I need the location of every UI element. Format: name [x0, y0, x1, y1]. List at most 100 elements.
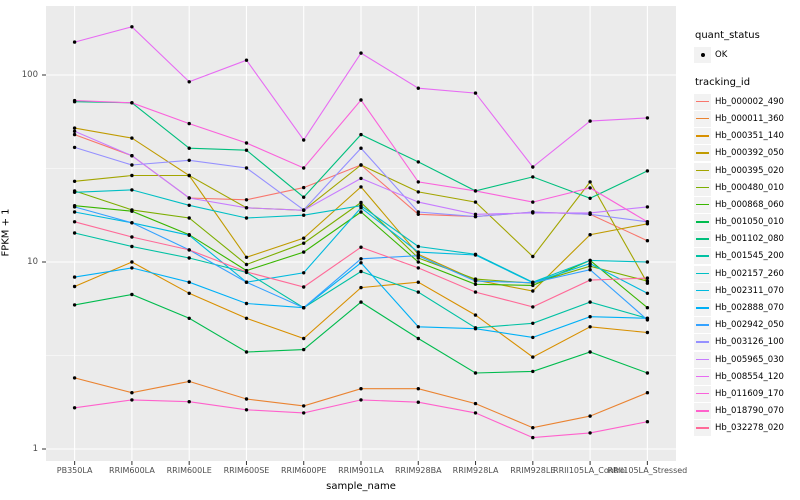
- data-point: [473, 212, 478, 216]
- legend-item-Hb_000002_490: Hb_000002_490: [694, 93, 798, 110]
- legend-item-Hb_002157_260: Hb_002157_260: [694, 265, 798, 282]
- color-line-icon: [696, 203, 709, 206]
- data-point: [531, 211, 535, 215]
- data-point: [588, 300, 592, 304]
- color-line-icon: [696, 307, 709, 309]
- series-color-key: [694, 231, 711, 248]
- x-tick-label-RRIM901LA: RRIM901LA: [338, 466, 384, 475]
- data-point: [244, 408, 249, 412]
- data-point: [416, 266, 420, 270]
- legend-item-label: Hb_001102_080: [715, 234, 784, 245]
- color-line-icon: [696, 410, 709, 412]
- data-point: [72, 275, 77, 279]
- series-color-key: [694, 248, 711, 265]
- data-point: [72, 303, 77, 307]
- legend-tracking-id-title: tracking_id: [695, 77, 751, 89]
- legend-item-Hb_000351_140: Hb_000351_140: [694, 128, 798, 145]
- color-line-icon: [696, 341, 709, 343]
- data-point: [130, 235, 134, 239]
- data-point: [302, 411, 306, 415]
- data-point: [645, 391, 650, 395]
- data-point: [187, 316, 191, 320]
- data-point: [588, 315, 592, 319]
- legend-item-Hb_005965_030: Hb_005965_030: [694, 351, 798, 368]
- x-tick-label-RRIM600LE: RRIM600LE: [166, 466, 212, 475]
- color-line-icon: [696, 358, 709, 361]
- data-point: [244, 141, 249, 145]
- data-point: [645, 420, 650, 424]
- y-tick-label-1: 1: [32, 444, 38, 454]
- series-color-key: [694, 214, 711, 231]
- data-point: [588, 211, 592, 215]
- data-point: [416, 250, 420, 254]
- legend-item-Hb_001102_080: Hb_001102_080: [694, 231, 798, 248]
- data-point: [302, 213, 306, 217]
- data-point: [359, 51, 363, 55]
- data-point: [302, 250, 306, 254]
- data-point: [244, 397, 249, 401]
- data-point: [531, 335, 535, 340]
- series-color-key: [694, 317, 711, 334]
- series-color-key: [694, 265, 711, 282]
- data-point: [72, 376, 77, 380]
- series-color-key: [694, 420, 711, 437]
- color-line-icon: [696, 392, 709, 395]
- color-line-icon: [696, 427, 709, 429]
- legend-item-label: Hb_001050_010: [715, 217, 784, 228]
- x-tick-label-PB350LA: PB350LA: [56, 466, 93, 475]
- data-point: [588, 278, 592, 282]
- data-point: [302, 185, 306, 190]
- data-point: [72, 145, 77, 150]
- data-point: [72, 98, 77, 103]
- data-point: [588, 233, 592, 237]
- data-point: [645, 205, 650, 209]
- data-point: [359, 257, 363, 261]
- data-point: [130, 292, 134, 297]
- legend-item-label: Hb_000011_360: [715, 113, 784, 124]
- legend-tracking-id-items: Hb_000002_490 Hb_000011_360 Hb_000351_140 H…: [694, 93, 798, 437]
- data-point: [187, 203, 191, 207]
- data-point: [359, 163, 363, 167]
- data-point: [72, 406, 77, 410]
- data-point: [531, 281, 535, 285]
- x-axis-title: sample_name: [326, 481, 396, 492]
- series-color-key: [694, 162, 711, 179]
- black-point-icon: [700, 52, 705, 57]
- legend-item-label: Hb_003126_100: [715, 337, 784, 348]
- series-color-key: [694, 179, 711, 196]
- data-point: [531, 305, 535, 309]
- legend-item-label: Hb_011609_170: [715, 388, 784, 399]
- legend-item-Hb_001050_010: Hb_001050_010: [694, 214, 798, 231]
- color-line-icon: [696, 117, 709, 120]
- legend-item-Hb_000395_020: Hb_000395_020: [694, 162, 798, 179]
- series-color-key: [694, 368, 711, 385]
- color-line-icon: [696, 169, 709, 172]
- series-color-key: [694, 93, 711, 110]
- data-point: [187, 196, 191, 200]
- data-point: [130, 221, 134, 225]
- data-point: [244, 216, 249, 220]
- legend-item-label: Hb_000480_010: [715, 182, 784, 193]
- data-point: [130, 391, 134, 395]
- data-point: [588, 431, 592, 435]
- data-point: [645, 239, 650, 243]
- data-point: [473, 200, 478, 204]
- data-point: [187, 291, 191, 295]
- data-point: [187, 146, 191, 150]
- legend-item-label: Hb_000868_060: [715, 199, 784, 210]
- data-point: [359, 98, 363, 102]
- x-tick-label-RRIM928BA: RRIM928BA: [394, 466, 442, 475]
- data-point: [359, 146, 363, 150]
- data-point: [130, 173, 134, 178]
- data-point: [473, 327, 478, 331]
- data-point: [72, 126, 77, 130]
- data-point: [645, 330, 650, 335]
- data-point: [531, 435, 535, 440]
- data-point: [588, 180, 592, 184]
- data-point: [531, 165, 535, 169]
- data-point: [588, 258, 592, 263]
- data-point: [72, 129, 77, 133]
- data-point: [244, 255, 249, 259]
- data-point: [416, 160, 420, 164]
- data-point: [416, 190, 420, 194]
